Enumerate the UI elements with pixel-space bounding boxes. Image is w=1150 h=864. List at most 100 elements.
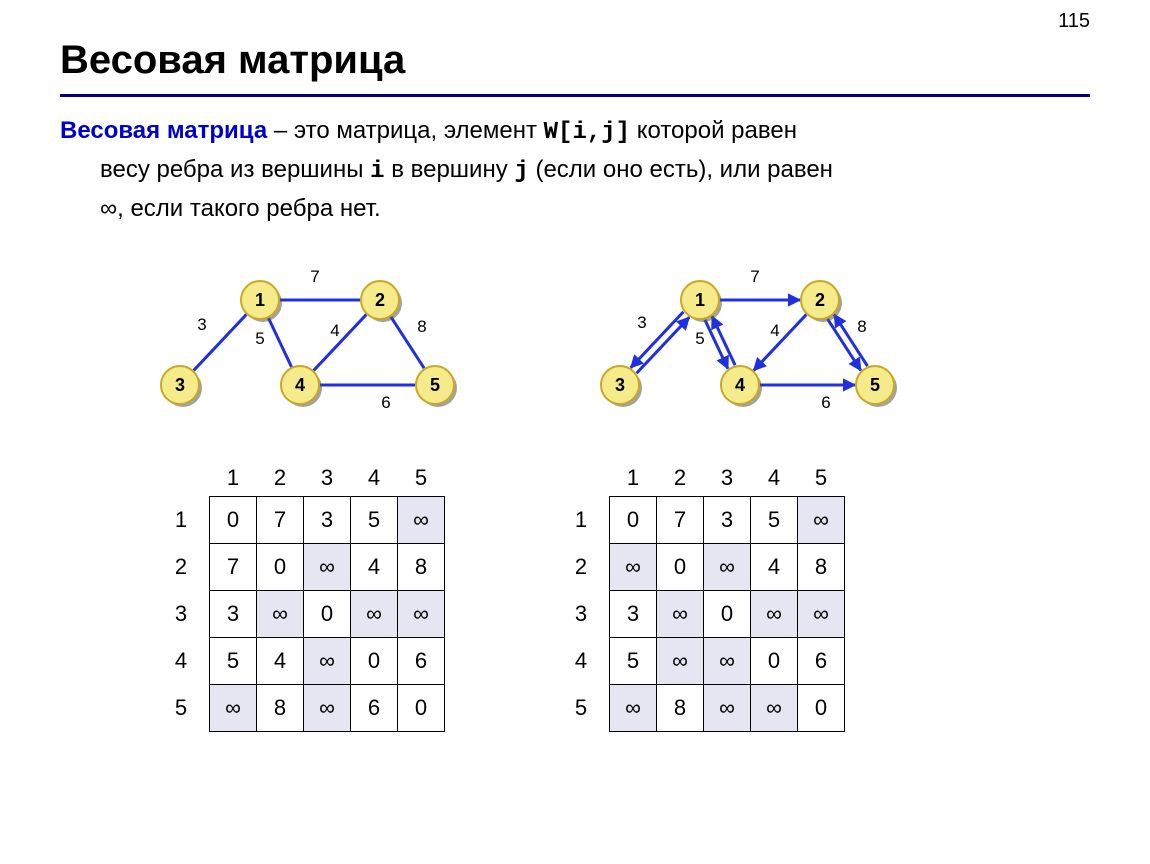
edge-weight-label: 8	[417, 317, 426, 336]
edge-weight-label: 8	[857, 317, 866, 336]
matrix-cell: 6	[351, 685, 398, 732]
node-label: 5	[870, 375, 880, 395]
def-line2b: в вершину	[385, 156, 515, 183]
matrix-cell: ∞	[304, 685, 351, 732]
edge-weight-label: 3	[197, 315, 206, 334]
matrix-cell: 8	[257, 685, 304, 732]
matrix-cell: 0	[351, 638, 398, 685]
matrix-cell: 5	[751, 497, 798, 544]
graph-edge	[269, 318, 292, 367]
matrix-directed: 1234510735∞2∞0∞4833∞0∞∞45∞∞065∞8∞∞0	[558, 460, 845, 732]
matrix-cell: 0	[257, 544, 304, 591]
matrix-col-header: 2	[257, 460, 304, 497]
matrix-cell: 0	[210, 497, 257, 544]
edge-weight-label: 7	[310, 270, 319, 286]
matrix-cell: 0	[657, 544, 704, 591]
matrix-col-header: 5	[798, 460, 845, 497]
matrix-cell: 4	[751, 544, 798, 591]
graph-edge	[828, 319, 861, 370]
code-j: j	[514, 158, 528, 185]
matrix-undirected: 1234510735∞270∞4833∞0∞∞454∞065∞8∞60	[158, 460, 445, 732]
matrix-cell: ∞	[210, 685, 257, 732]
definition-term: Весовая матрица	[60, 117, 267, 144]
matrix-cell: 4	[351, 544, 398, 591]
matrix-cell: ∞	[657, 638, 704, 685]
node-label: 5	[430, 375, 440, 395]
code-i: i	[370, 158, 384, 185]
graph-directed: 73548612345	[600, 270, 920, 435]
matrix-row-header: 1	[558, 497, 610, 544]
matrix-cell: ∞	[751, 591, 798, 638]
matrix-col-header: 1	[210, 460, 257, 497]
matrix-cell: ∞	[704, 638, 751, 685]
matrix-col-header: 4	[751, 460, 798, 497]
node-label: 2	[375, 290, 385, 310]
edge-weight-label: 5	[255, 329, 264, 348]
def-line2c: (если оно есть), или равен	[529, 156, 833, 183]
matrix-col-header: 3	[304, 460, 351, 497]
graph-undirected: 73548612345	[160, 270, 480, 435]
edge-weight-label: 4	[770, 321, 779, 340]
matrix-col-header: 3	[704, 460, 751, 497]
matrix-cell: 6	[398, 638, 445, 685]
code-wij: W[i,j]	[544, 119, 630, 146]
node-label: 1	[255, 290, 265, 310]
matrix-cell: 7	[210, 544, 257, 591]
matrix-row-header: 2	[558, 544, 610, 591]
matrix-row-header: 2	[158, 544, 210, 591]
definition-text: Весовая матрица – это матрица, элемент W…	[60, 112, 1090, 228]
node-label: 3	[615, 375, 625, 395]
matrix-cell: 8	[798, 544, 845, 591]
matrix-cell: ∞	[610, 685, 657, 732]
matrix-cell: ∞	[398, 591, 445, 638]
matrix-row-header: 3	[558, 591, 610, 638]
matrix-cell: 7	[257, 497, 304, 544]
matrix-cell: 5	[610, 638, 657, 685]
matrix-col-header: 5	[398, 460, 445, 497]
matrix-cell: ∞	[798, 497, 845, 544]
edge-weight-label: 4	[330, 321, 339, 340]
matrix-cell: 0	[398, 685, 445, 732]
matrix-cell: 3	[704, 497, 751, 544]
edge-weight-label: 3	[637, 313, 646, 332]
matrix-corner	[558, 460, 610, 497]
matrix-cell: ∞	[351, 591, 398, 638]
title-underline	[60, 94, 1090, 97]
page-number: 115	[1058, 10, 1090, 33]
matrix-cell: ∞	[704, 544, 751, 591]
matrix-col-header: 1	[610, 460, 657, 497]
matrix-cell: 3	[304, 497, 351, 544]
matrix-cell: 5	[210, 638, 257, 685]
def-part1: – это матрица, элемент	[267, 117, 543, 144]
matrix-cell: ∞	[257, 591, 304, 638]
matrix-cell: 0	[610, 497, 657, 544]
matrix-row-header: 4	[158, 638, 210, 685]
matrix-corner	[158, 460, 210, 497]
matrix-cell: 4	[257, 638, 304, 685]
graphs-row: 73548612345 73548612345	[0, 270, 1150, 440]
matrix-cell: 3	[610, 591, 657, 638]
def-line3: ∞, если такого ребра нет.	[60, 190, 1090, 227]
node-label: 2	[815, 290, 825, 310]
node-label: 3	[175, 375, 185, 395]
matrix-cell: 0	[798, 685, 845, 732]
graph-edge	[314, 315, 367, 371]
matrix-cell: ∞	[704, 685, 751, 732]
def-line2a: весу ребра из вершины	[100, 156, 370, 183]
matrix-row-header: 3	[158, 591, 210, 638]
matrix-cell: ∞	[657, 591, 704, 638]
matrix-col-header: 2	[657, 460, 704, 497]
node-label: 1	[695, 290, 705, 310]
edge-weight-label: 7	[750, 270, 759, 286]
matrix-cell: ∞	[751, 685, 798, 732]
matrix-cell: 8	[398, 544, 445, 591]
def-part2: которой равен	[630, 117, 797, 144]
matrix-cell: ∞	[304, 544, 351, 591]
matrix-cell: 0	[751, 638, 798, 685]
matrix-cell: 6	[798, 638, 845, 685]
matrix-cell: 0	[704, 591, 751, 638]
matrix-cell: 7	[657, 497, 704, 544]
edge-weight-label: 6	[381, 393, 390, 412]
matrix-cell: 5	[351, 497, 398, 544]
matrix-cell: 8	[657, 685, 704, 732]
